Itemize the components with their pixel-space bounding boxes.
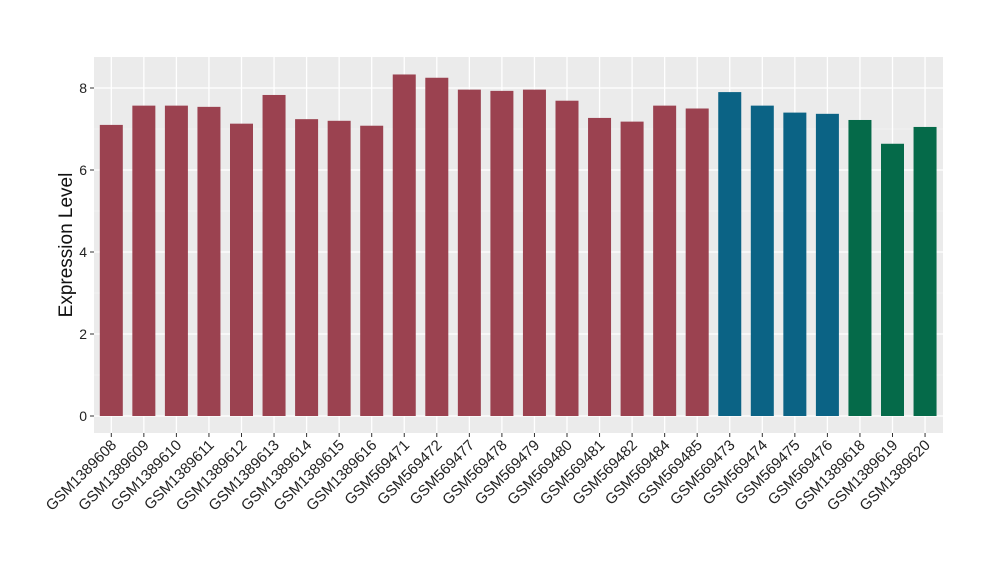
bar-GSM569473 [718, 92, 742, 416]
bar-GSM569475 [783, 112, 807, 416]
bar-GSM1389608 [99, 124, 123, 417]
plot-panel [94, 57, 943, 433]
y-tick-label: 8 [79, 80, 87, 96]
bar-GSM1389615 [327, 120, 351, 417]
bar-GSM1389609 [132, 105, 156, 416]
y-axis-title: Expression Level [56, 173, 77, 318]
bar-GSM569480 [555, 100, 579, 417]
bar-GSM569482 [620, 121, 644, 417]
bar-GSM569478 [490, 90, 514, 417]
bar-GSM1389618 [848, 119, 872, 416]
bar-GSM1389611 [197, 106, 221, 417]
bar-GSM569479 [522, 89, 546, 416]
bars [99, 74, 937, 417]
bar-GSM569485 [685, 108, 709, 416]
bar-GSM569477 [457, 89, 481, 416]
bar-GSM1389612 [230, 123, 253, 417]
y-axis: 0 2 4 6 8 [79, 80, 94, 424]
bar-GSM1389614 [295, 119, 319, 416]
y-tick-label: 2 [79, 326, 87, 342]
bar-GSM1389610 [164, 105, 188, 416]
y-tick-label: 4 [79, 244, 87, 260]
bar-GSM569481 [588, 117, 612, 417]
x-axis: GSM1389608GSM1389609GSM1389610GSM1389611… [43, 433, 934, 514]
bar-GSM1389619 [881, 143, 904, 416]
bar-GSM569484 [653, 105, 677, 416]
bar-GSM569472 [425, 77, 449, 416]
bar-GSM569474 [750, 105, 774, 416]
bar-GSM1389616 [360, 125, 384, 416]
bar-GSM569471 [392, 74, 416, 416]
bar-GSM569476 [815, 113, 839, 416]
bar-GSM1389613 [262, 94, 286, 416]
y-tick-label: 0 [79, 408, 87, 424]
bar-GSM1389620 [913, 126, 937, 416]
y-tick-label: 6 [79, 162, 87, 178]
